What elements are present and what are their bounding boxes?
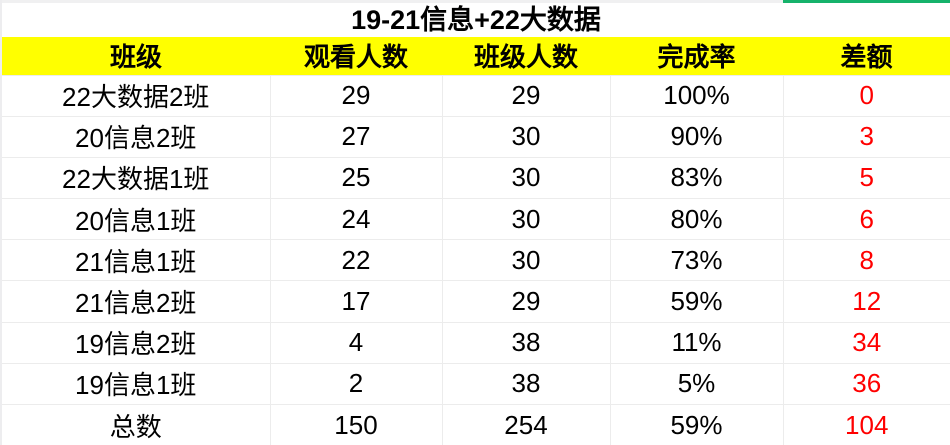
- cell-viewers[interactable]: 29: [269, 74, 442, 117]
- cell-difference[interactable]: 12: [782, 280, 950, 323]
- cell-completion-rate[interactable]: 100%: [609, 74, 783, 117]
- cell-viewers[interactable]: 150: [269, 403, 442, 445]
- table-row: 22大数据1班 25 30 83% 5: [2, 156, 950, 199]
- table-row: 21信息2班 17 29 59% 12: [2, 280, 950, 323]
- table-row: 20信息1班 24 30 80% 6: [2, 198, 950, 240]
- cell-viewers[interactable]: 27: [269, 115, 442, 158]
- cell-class-size[interactable]: 38: [441, 321, 610, 364]
- cell-difference[interactable]: 104: [782, 403, 950, 445]
- cell-viewers[interactable]: 24: [269, 198, 442, 240]
- cell-completion-rate[interactable]: 80%: [609, 198, 783, 240]
- header-cell-class-name[interactable]: 班级: [2, 37, 270, 75]
- header-cell-difference[interactable]: 差额: [783, 37, 950, 75]
- table-row: 总数 150 254 59% 104: [2, 403, 950, 445]
- table-row: 19信息1班 2 38 5% 36: [2, 362, 950, 405]
- cell-class-size[interactable]: 30: [441, 115, 610, 158]
- cell-class-size[interactable]: 30: [441, 198, 610, 240]
- cell-completion-rate[interactable]: 59%: [609, 280, 783, 323]
- cell-difference[interactable]: 36: [782, 362, 950, 405]
- cell-viewers[interactable]: 22: [269, 239, 442, 281]
- cell-viewers[interactable]: 2: [269, 362, 442, 405]
- cell-completion-rate[interactable]: 5%: [609, 362, 783, 405]
- table-row: 21信息1班 22 30 73% 8: [2, 239, 950, 281]
- cell-class-size[interactable]: 38: [441, 362, 610, 405]
- cell-class-name[interactable]: 19信息1班: [2, 362, 270, 405]
- sheet-title: 19-21信息+22大数据: [351, 5, 601, 35]
- cell-difference[interactable]: 5: [782, 156, 950, 199]
- header-cell-completion-rate[interactable]: 完成率: [610, 37, 783, 75]
- cell-class-name[interactable]: 22大数据1班: [2, 156, 270, 199]
- header-cell-viewers[interactable]: 观看人数: [270, 37, 442, 75]
- cell-class-name[interactable]: 21信息2班: [2, 280, 270, 323]
- cell-class-name[interactable]: 19信息2班: [2, 321, 270, 364]
- cell-difference[interactable]: 8: [782, 239, 950, 281]
- cell-difference[interactable]: 34: [782, 321, 950, 364]
- title-cell[interactable]: 19-21信息+22大数据: [2, 3, 950, 37]
- top-strip-gray: [2, 0, 783, 3]
- cell-class-size[interactable]: 29: [441, 74, 610, 117]
- cell-class-name[interactable]: 22大数据2班: [2, 74, 270, 117]
- cell-completion-rate[interactable]: 59%: [609, 403, 783, 445]
- cell-viewers[interactable]: 4: [269, 321, 442, 364]
- table-body: 22大数据2班 29 29 100% 0 20信息2班 27 30 90% 3 22大数据1班 25 3…: [2, 74, 950, 445]
- cell-completion-rate[interactable]: 83%: [609, 156, 783, 199]
- cell-viewers[interactable]: 25: [269, 156, 442, 199]
- cell-difference[interactable]: 3: [782, 115, 950, 158]
- table-row: 20信息2班 27 30 90% 3: [2, 115, 950, 158]
- cell-class-name[interactable]: 总数: [2, 403, 270, 445]
- header-cell-class-size[interactable]: 班级人数: [442, 37, 610, 75]
- cell-class-size[interactable]: 254: [441, 403, 610, 445]
- cell-class-name[interactable]: 20信息1班: [2, 198, 270, 240]
- table-row: 22大数据2班 29 29 100% 0: [2, 74, 950, 117]
- cell-completion-rate[interactable]: 73%: [609, 239, 783, 281]
- cell-difference[interactable]: 0: [782, 74, 950, 117]
- cell-difference[interactable]: 6: [782, 198, 950, 240]
- table-row: 19信息2班 4 38 11% 34: [2, 321, 950, 364]
- cell-viewers[interactable]: 17: [269, 280, 442, 323]
- top-strip: [2, 0, 950, 3]
- cell-class-size[interactable]: 30: [441, 239, 610, 281]
- cell-class-name[interactable]: 21信息1班: [2, 239, 270, 281]
- cell-completion-rate[interactable]: 90%: [609, 115, 783, 158]
- data-table: 班级 观看人数 班级人数 完成率 差额 22大数据2班 29 29 100% 0 20信息…: [2, 37, 950, 445]
- cell-class-size[interactable]: 30: [441, 156, 610, 199]
- top-strip-green: [783, 0, 950, 3]
- cell-completion-rate[interactable]: 11%: [609, 321, 783, 364]
- header-row: 班级 观看人数 班级人数 完成率 差额: [2, 37, 950, 75]
- cell-class-size[interactable]: 29: [441, 280, 610, 323]
- cell-class-name[interactable]: 20信息2班: [2, 115, 270, 158]
